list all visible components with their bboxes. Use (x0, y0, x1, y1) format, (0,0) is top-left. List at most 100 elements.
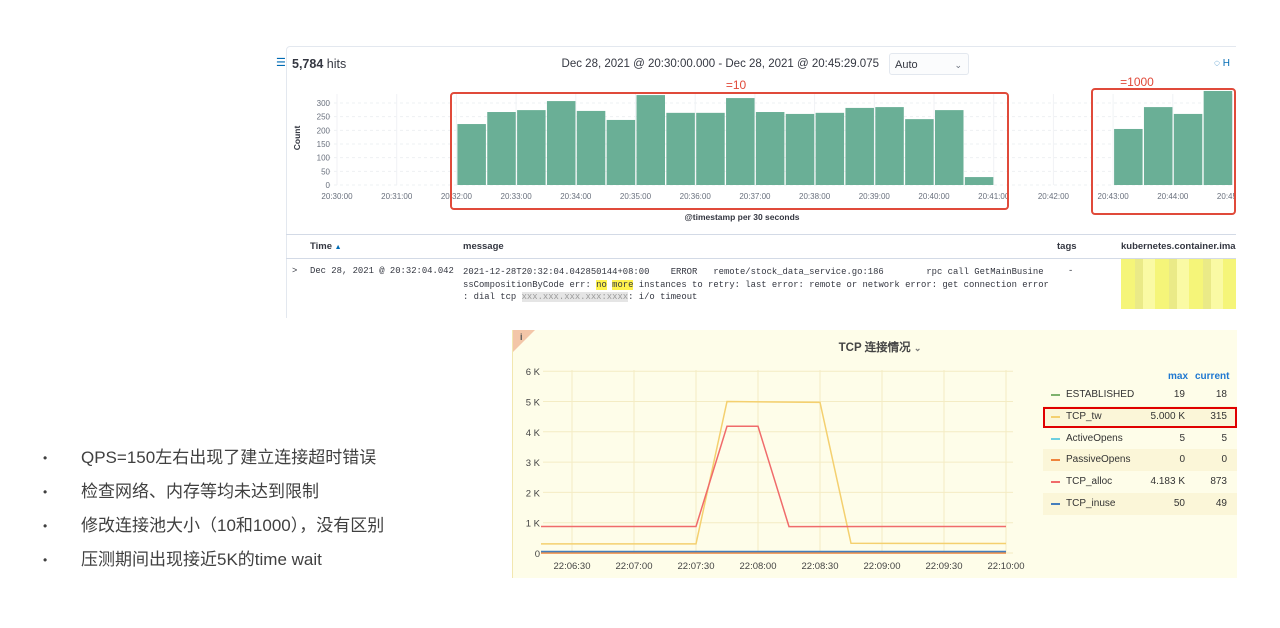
x-tick-label: 22:08:00 (740, 561, 777, 572)
message-line: : dial tcp xxx.xxx.xxx.xxx:xxxx: i/o tim… (463, 291, 1058, 304)
histogram-bar (755, 112, 785, 185)
y-tick-label: 1 K (526, 519, 541, 530)
series-name: PassiveOpens (1066, 454, 1131, 466)
annotation-label: =1000 (1120, 75, 1154, 89)
x-tick-label: 20:38:00 (799, 192, 831, 201)
series-current: 315 (1210, 410, 1227, 422)
bullet-item: • QPS=150左右出现了建立连接超时错误 (43, 446, 384, 480)
x-tick-label: 20:36:00 (680, 192, 712, 201)
y-tick-label: 200 (317, 126, 331, 135)
y-tick-label: 150 (317, 140, 331, 149)
y-tick-label: 5 K (526, 398, 541, 409)
expand-row-icon[interactable]: > (292, 266, 298, 276)
series-max: 4.183 K (1150, 476, 1185, 488)
chevron-down-icon[interactable]: ⌄ (913, 343, 922, 353)
histogram-bar (576, 110, 606, 185)
grafana-panel: i TCP 连接情况 ⌄ 0 1 K 2 K 3 K 4 K 5 K 6 K 22:06:30… (512, 330, 1237, 578)
interval-value: Auto (895, 59, 918, 71)
y-tick-label: 2 K (526, 488, 541, 499)
divider (286, 234, 1236, 235)
message-text: : i/o timeout (628, 292, 698, 302)
x-tick-label: 20:40:00 (918, 192, 950, 201)
legend-header-max[interactable]: max (1168, 371, 1189, 382)
histogram-bar (815, 112, 845, 185)
legend-item[interactable]: ActiveOpens 5 5 (1043, 428, 1237, 450)
x-tick-label: 22:08:30 (802, 561, 839, 572)
series-name: TCP_alloc (1066, 476, 1113, 488)
histogram-bar (606, 119, 636, 185)
sort-asc-icon[interactable]: ▲ (334, 244, 342, 251)
menu-icon[interactable]: ☰ (276, 57, 286, 69)
histogram-bar (636, 95, 665, 185)
table-row: > Dec 28, 2021 @ 20:32:04.042 2021-12-28… (276, 259, 1236, 318)
series-name: ESTABLISHED (1066, 389, 1135, 400)
x-tick-label: 20:31:00 (381, 192, 413, 201)
histogram-bar (964, 177, 994, 185)
y-tick-label: 0 (326, 181, 331, 190)
series-color-swatch (1051, 394, 1060, 396)
y-tick-label: 4 K (526, 428, 541, 439)
histogram-bar (905, 119, 934, 185)
legend-item[interactable]: PassiveOpens 0 0 (1043, 449, 1237, 472)
histogram-bar (875, 107, 904, 185)
info-corner[interactable] (513, 330, 535, 352)
histogram-bar (1143, 107, 1173, 185)
column-header-tags[interactable]: tags (1057, 241, 1077, 252)
interval-select[interactable]: Auto ⌄ (889, 53, 969, 75)
x-tick-label: 20:35:00 (620, 192, 652, 201)
hide-chart-link[interactable]: ◌ H (1214, 58, 1230, 69)
series-color-swatch (1051, 459, 1060, 462)
histogram-bar (696, 112, 725, 185)
x-tick-label: 20:43:00 (1098, 192, 1130, 201)
x-tick-label: 20:30:00 (321, 192, 353, 201)
legend-header-current[interactable]: current (1195, 371, 1230, 382)
kibana-discover-panel: ☰ 5,784 hits Dec 28, 2021 @ 20:30:00.000… (276, 44, 1236, 318)
annotation-label: =10 (726, 78, 747, 92)
bullet-item: • 修改连接池大小（10和1000），没有区别 (43, 514, 384, 548)
series-current: 873 (1210, 476, 1227, 488)
hits-number: 5,784 (292, 57, 324, 71)
row-tags: - (1068, 266, 1074, 276)
x-tick-label: 22:09:00 (864, 561, 901, 572)
bullet-icon: • (43, 451, 48, 465)
column-header-message[interactable]: message (463, 241, 504, 252)
legend-item[interactable]: TCP_alloc 4.183 K 873 (1043, 471, 1237, 493)
message-text: instances to retry: last error: remote o… (633, 279, 1049, 290)
bullet-list: • QPS=150左右出现了建立连接超时错误 • 检查网络、内存等均未达到限制 • 修… (43, 446, 384, 582)
bullet-icon: • (43, 553, 48, 567)
series-color-swatch (1051, 503, 1060, 505)
bullet-text: 修改连接池大小（10和1000），没有区别 (81, 516, 385, 535)
annotation-box (450, 92, 1009, 210)
legend-item[interactable]: TCP_inuse 50 49 (1043, 493, 1237, 515)
x-tick-label: 20:44:00 (1157, 192, 1189, 201)
y-tick-label: 0 (535, 549, 540, 560)
series-current: 5 (1221, 432, 1227, 444)
column-header-image[interactable]: kubernetes.container.imag (1121, 241, 1236, 252)
bullet-icon: • (43, 485, 48, 499)
hits-label: hits (326, 57, 347, 71)
x-axis-label: @timestamp per 30 seconds (684, 212, 799, 222)
legend-item[interactable]: TCP_tw 5.000 K 315 (1043, 405, 1237, 428)
x-tick-label: 22:10:00 (988, 561, 1025, 572)
y-tick-label: 6 K (526, 367, 541, 378)
x-tick-label: 20:37:00 (739, 192, 771, 201)
info-icon[interactable]: i (520, 332, 523, 342)
series-color-swatch (1051, 481, 1060, 484)
series-line-tcp_tw (541, 400, 1007, 545)
series-max: 5.000 K (1150, 410, 1185, 422)
x-tick-label: 20:42:00 (1038, 192, 1070, 201)
panel-title[interactable]: TCP 连接情况 ⌄ (513, 339, 1237, 355)
line-chart: 0 1 K 2 K 3 K 4 K 5 K 6 K 22:06:30 22:07:00 22:07… (526, 367, 1025, 572)
bullet-text: QPS=150左右出现了建立连接超时错误 (81, 448, 377, 467)
legend-item[interactable]: ESTABLISHED 19 18 (1043, 384, 1237, 406)
y-tick-label: 100 (317, 154, 331, 163)
x-tick-label: 20:41:00 (978, 192, 1010, 201)
series-current: 0 (1221, 454, 1227, 466)
histogram-bar (487, 112, 516, 185)
bullet-item: • 检查网络、内存等均未达到限制 (43, 480, 384, 514)
message-text: : dial tcp (463, 292, 522, 302)
column-header-time[interactable]: Time ▲ (310, 241, 342, 252)
series-max: 50 (1173, 498, 1185, 509)
series-color-swatch (1051, 437, 1060, 440)
series-current: 49 (1215, 498, 1227, 509)
